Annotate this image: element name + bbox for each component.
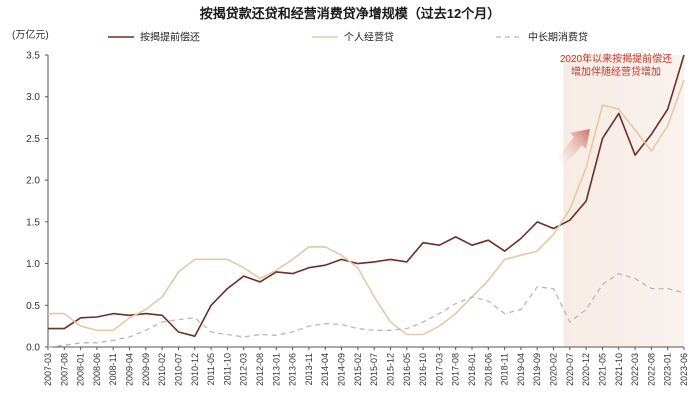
- y-tick-label: 1.0: [26, 259, 40, 270]
- x-tick-label: 2013-01: [271, 353, 281, 386]
- x-tick-label: 2012-08: [255, 353, 265, 386]
- legend-label: 按揭提前偿还: [140, 31, 200, 44]
- x-tick-label: 2013-06: [288, 353, 298, 386]
- axis-layer: 0.0 0.5 1.0 1.5 2.0 2.5 3.0 3.5 2007-03 2007-08 20…: [26, 51, 689, 387]
- x-tick-label: 2019-04: [516, 353, 526, 386]
- x-tick-label: 2010-12: [190, 353, 200, 386]
- x-tick-label: 2008-06: [92, 353, 102, 386]
- x-tick-label: 2020-02: [549, 353, 559, 386]
- x-tick-label: 2020-07: [565, 353, 575, 386]
- annotation-text: 增加伴随经营贷增加: [571, 65, 661, 78]
- x-tick-label: 2015-02: [353, 353, 363, 386]
- x-tick-label: 2011-05: [206, 353, 216, 385]
- x-tick-label: 2009-09: [141, 353, 151, 386]
- series-line-1: [48, 79, 685, 336]
- x-tick-label: 2021-10: [614, 353, 624, 386]
- x-tick-label: 2012-03: [239, 353, 249, 386]
- x-tick-label: 2007-03: [43, 353, 53, 386]
- y-tick-label: 3.5: [26, 51, 40, 62]
- x-tick-label: 2015-07: [369, 353, 379, 386]
- x-tick-label: 2022-08: [646, 353, 656, 386]
- x-tick-label: 2010-02: [157, 353, 167, 386]
- x-tick-label: 2007-08: [59, 353, 69, 386]
- x-tick-label: 2016-10: [418, 353, 428, 386]
- y-unit-label: (万亿元): [12, 28, 49, 41]
- series-line-0: [48, 54, 685, 337]
- x-tick-label: 2017-03: [434, 353, 444, 386]
- x-tick-label: 2015-12: [385, 353, 395, 386]
- x-tick-label: 2013-11: [304, 353, 314, 385]
- x-tick-label: 2023-06: [679, 353, 689, 386]
- x-tick-label: 2020-12: [581, 353, 591, 386]
- highlight-band: [563, 55, 684, 347]
- x-tick-label: 2017-08: [451, 353, 461, 386]
- legend: 按揭提前偿还 个人经营贷 中长期消费贷: [108, 31, 588, 44]
- x-tick-label: 2014-09: [337, 353, 347, 386]
- y-tick-label: 2.5: [26, 134, 40, 145]
- series-line-2: [47, 272, 685, 348]
- x-tick-label: 2019-09: [532, 353, 542, 386]
- x-tick-label: 2018-06: [483, 353, 493, 386]
- highlight-layer: [563, 55, 684, 347]
- y-tick-label: 2.0: [26, 176, 40, 187]
- legend-label: 个人经营贷: [344, 31, 394, 44]
- y-tick-label: 0.0: [26, 343, 40, 354]
- y-tick-label: 1.5: [26, 217, 40, 228]
- x-tick-label: 2022-03: [630, 353, 640, 386]
- y-tick-label: 0.5: [26, 301, 40, 312]
- x-tick-label: 2009-04: [125, 353, 135, 386]
- x-tick-label: 2011-10: [222, 353, 232, 385]
- x-tick-label: 2021-05: [597, 353, 607, 386]
- annotation-text: 2020年以来按揭提前偿还: [560, 52, 672, 65]
- x-tick-label: 2023-01: [663, 353, 673, 386]
- x-tick-label: 2010-07: [173, 353, 183, 386]
- x-tick-label: 2008-11: [108, 353, 118, 385]
- x-tick-label: 2014-04: [320, 353, 330, 386]
- x-tick-label: 2018-11: [500, 353, 510, 385]
- y-tick-label: 3.0: [26, 92, 40, 103]
- series-layer: [47, 54, 685, 348]
- x-tick-label: 2018-01: [467, 353, 477, 386]
- annotation-arrow: [557, 129, 590, 166]
- legend-label: 中长期消费贷: [528, 31, 588, 44]
- x-tick-label: 2016-05: [402, 353, 412, 386]
- chart-title: 按揭贷款还贷和经营消费贷净增规模（过去12个月）: [200, 6, 500, 21]
- x-tick-label: 2008-01: [76, 353, 86, 386]
